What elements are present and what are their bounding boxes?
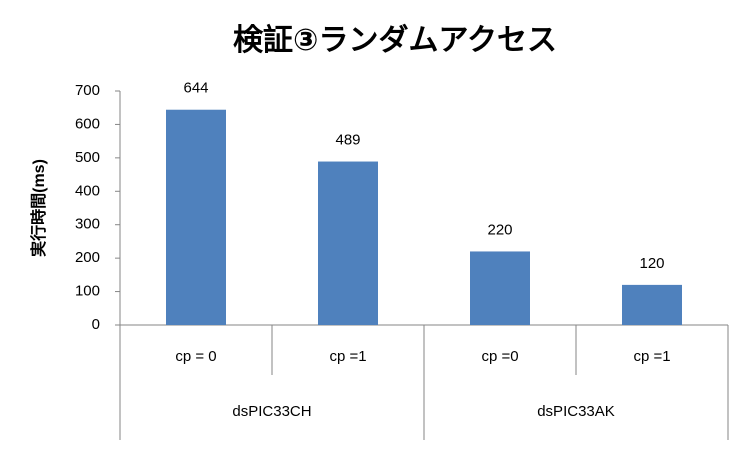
bar xyxy=(622,284,682,325)
bar xyxy=(318,161,378,325)
group-label: dsPIC33AK xyxy=(537,403,615,420)
y-tick-label: 0 xyxy=(92,316,100,333)
x-tick-label: cp =1 xyxy=(633,348,670,365)
group-label: dsPIC33CH xyxy=(232,403,311,420)
chart-title: 検証③ランダムアクセス xyxy=(233,23,557,57)
y-tick-label: 700 xyxy=(75,82,100,99)
data-label: 644 xyxy=(183,80,208,97)
y-tick-label: 200 xyxy=(75,249,100,266)
y-tick-label: 500 xyxy=(75,149,100,166)
y-axis-label: 実行時間(ms) xyxy=(29,159,48,257)
data-label: 489 xyxy=(335,132,360,149)
x-tick-label: cp = 0 xyxy=(175,348,216,365)
x-tick-label: cp =0 xyxy=(481,348,518,365)
y-tick-label: 300 xyxy=(75,216,100,233)
data-label: 220 xyxy=(487,221,512,238)
y-tick-label: 100 xyxy=(75,283,100,300)
y-tick-label: 600 xyxy=(75,115,100,132)
data-label: 120 xyxy=(639,255,664,272)
bar xyxy=(166,109,226,325)
bar xyxy=(470,251,530,325)
x-tick-label: cp =1 xyxy=(329,348,366,365)
y-tick-label: 400 xyxy=(75,182,100,199)
